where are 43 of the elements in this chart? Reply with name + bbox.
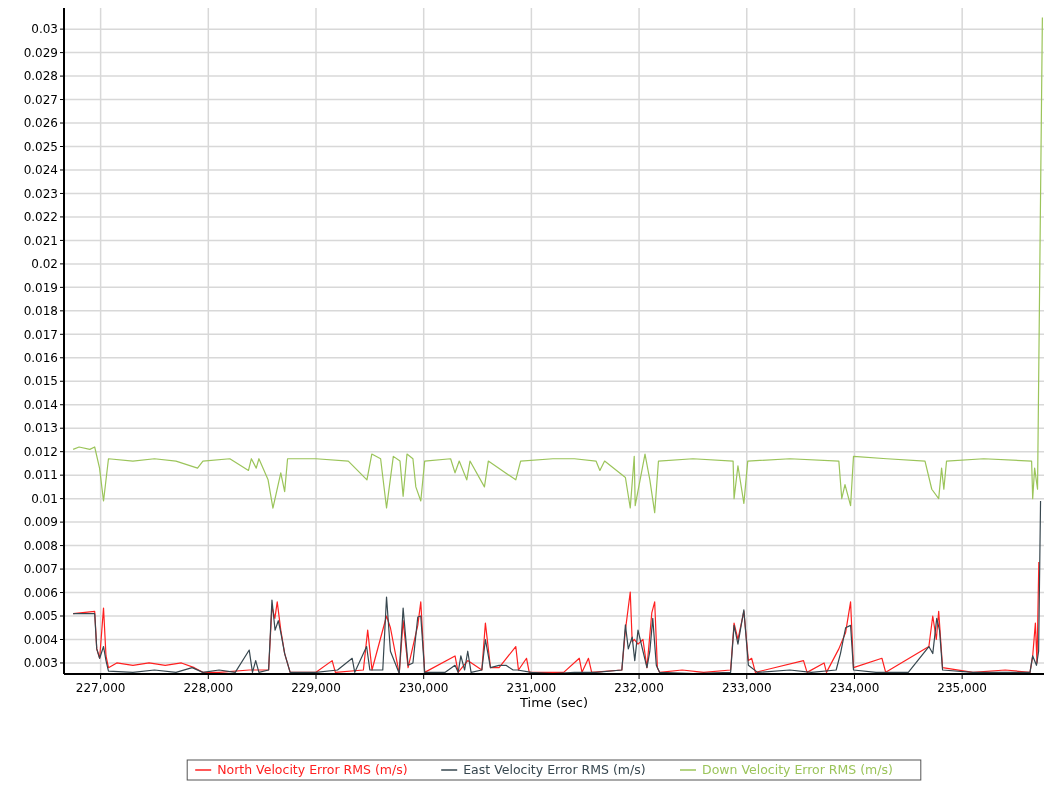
y-tick-label: 0.01 xyxy=(31,491,58,506)
y-tick-label: 0.003 xyxy=(23,656,58,671)
y-tick-label: 0.017 xyxy=(23,327,58,342)
legend-label: East Velocity Error RMS (m/s) xyxy=(463,762,646,778)
y-tick-label: 0.024 xyxy=(23,163,58,178)
y-tick-label: 0.015 xyxy=(23,374,58,389)
x-tick-label: 231,000 xyxy=(506,681,557,695)
x-tick-label: 230,000 xyxy=(398,681,449,695)
y-tick-label: 0.005 xyxy=(23,609,58,624)
x-tick-label: 233,000 xyxy=(721,681,772,695)
line-series xyxy=(72,16,1043,514)
y-tick-label: 0.013 xyxy=(23,421,58,436)
y-tick-label: 0.021 xyxy=(23,233,58,248)
x-tick-label: 234,000 xyxy=(829,681,880,695)
y-tick-label: 0.03 xyxy=(31,22,58,37)
x-tick-label: 232,000 xyxy=(614,681,664,695)
y-tick-label: 0.026 xyxy=(23,116,58,131)
legend-label: North Velocity Error RMS (m/s) xyxy=(217,762,408,778)
y-tick-label: 0.028 xyxy=(23,69,58,84)
y-tick-label: 0.007 xyxy=(23,562,58,577)
y-tick-label: 0.004 xyxy=(23,632,58,647)
y-tick-label: 0.019 xyxy=(23,280,58,295)
y-tick-label: 0.029 xyxy=(23,45,58,60)
x-tick-label: 235,000 xyxy=(937,681,987,695)
y-tick-label: 0.027 xyxy=(23,92,58,107)
y-tick-label: 0.022 xyxy=(23,210,58,225)
y-tick-label: 0.025 xyxy=(23,139,58,154)
y-tick-label: 0.008 xyxy=(23,538,58,553)
y-tick-label: 0.018 xyxy=(23,304,58,319)
y-tick-label: 0.012 xyxy=(23,444,58,459)
y-tick-label: 0.023 xyxy=(23,186,58,201)
x-tick-label: 228,000 xyxy=(183,681,234,695)
y-tick-label: 0.009 xyxy=(23,515,58,530)
y-tick-label: 0.006 xyxy=(23,585,58,600)
y-tick-label: 0.011 xyxy=(23,468,58,483)
x-axis-title: Time (sec) xyxy=(518,695,589,710)
legend-label: Down Velocity Error RMS (m/s) xyxy=(702,762,893,778)
y-tick-label: 0.016 xyxy=(23,350,58,365)
line-series xyxy=(72,500,1042,675)
x-tick-label: 227,000 xyxy=(75,681,126,695)
y-tick-label: 0.02 xyxy=(31,257,58,272)
x-tick-label: 229,000 xyxy=(291,681,341,695)
y-tick-label: 0.014 xyxy=(23,397,58,412)
